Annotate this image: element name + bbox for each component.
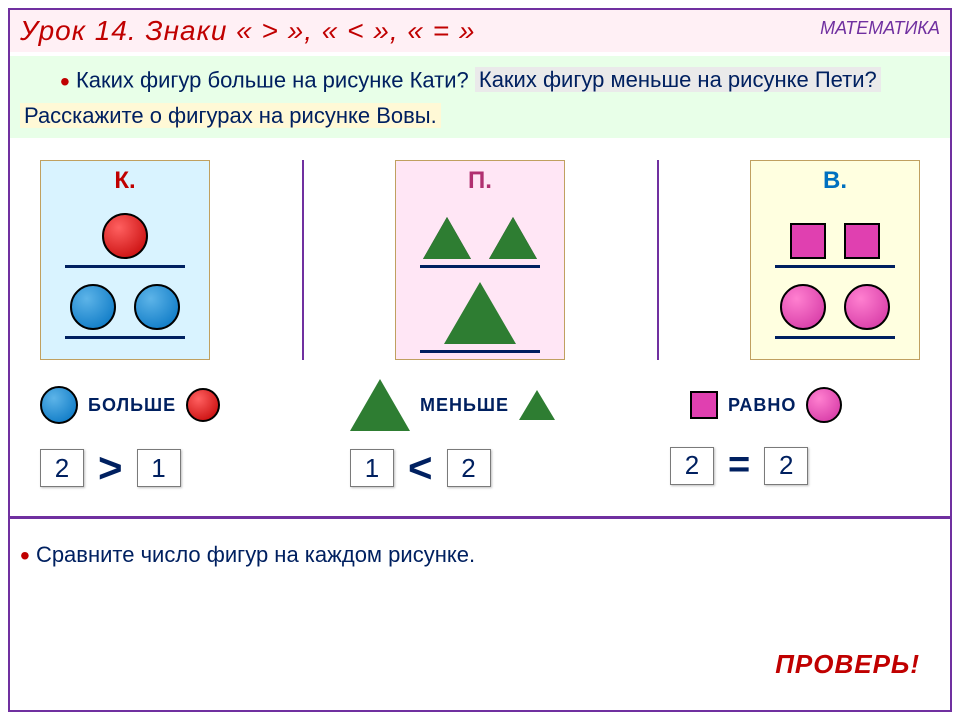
num-a: 2 xyxy=(40,449,84,487)
triangle-large xyxy=(444,282,516,344)
panel-k-top xyxy=(102,203,148,259)
equation-2: 1 < 2 xyxy=(350,444,491,492)
sign-eq: = xyxy=(728,444,750,487)
compare-instruction: • Сравните число фигур на каждом рисунке… xyxy=(20,540,475,572)
panel-v-top xyxy=(790,203,880,259)
panel-p: П. xyxy=(395,160,565,360)
divider xyxy=(775,265,895,268)
lesson-title: Урок 14. Знаки « > », « < », « = » xyxy=(10,15,475,47)
circle-pink xyxy=(844,284,890,330)
triangle-small xyxy=(489,217,537,259)
circle-blue xyxy=(70,284,116,330)
panel-v-bottom xyxy=(780,274,890,330)
sign-lt: < xyxy=(408,444,433,492)
panel-k-bottom xyxy=(70,274,180,330)
panel-v: В. xyxy=(750,160,920,360)
panels-row: К. П. В. xyxy=(40,160,920,360)
circle-blue-icon xyxy=(40,386,78,424)
question-3: Расскажите о фигурах на рисунке Вовы. xyxy=(20,103,441,128)
square-pink-icon xyxy=(690,391,718,419)
separator xyxy=(657,160,659,360)
panel-v-label: В. xyxy=(823,167,847,195)
panel-p-label: П. xyxy=(468,167,492,195)
panel-p-bottom xyxy=(444,274,516,344)
subject-label: МАТЕМАТИКА xyxy=(820,18,940,39)
triangle-small-icon xyxy=(519,390,555,420)
panel-p-top xyxy=(423,203,537,259)
divider xyxy=(65,265,185,268)
num-b: 2 xyxy=(764,447,808,485)
legend-equal-text: РАВНО xyxy=(728,395,796,416)
legend-less-text: МЕНЬШЕ xyxy=(420,395,509,416)
section-divider xyxy=(10,516,950,519)
question-1: Каких фигур больше на рисунке Кати? xyxy=(76,67,469,92)
question-bar: • Каких фигур больше на рисунке Кати? Ка… xyxy=(10,56,950,138)
bullet-icon: • xyxy=(20,540,30,571)
circle-pink-icon xyxy=(806,387,842,423)
square-pink xyxy=(790,223,826,259)
bullet-icon: • xyxy=(60,66,70,97)
compare-text: Сравните число фигур на каждом рисунке. xyxy=(36,542,475,567)
divider xyxy=(420,265,540,268)
legend-more: БОЛЬШЕ xyxy=(40,386,220,424)
legend-less: МЕНЬШЕ xyxy=(350,379,555,431)
equation-1: 2 > 1 xyxy=(40,444,181,492)
circle-red xyxy=(102,213,148,259)
legend-equal: РАВНО xyxy=(690,387,842,423)
circle-red-icon xyxy=(186,388,220,422)
num-a: 1 xyxy=(350,449,394,487)
num-b: 2 xyxy=(447,449,491,487)
circle-pink xyxy=(780,284,826,330)
check-label[interactable]: ПРОВЕРЬ! xyxy=(775,649,920,680)
num-b: 1 xyxy=(137,449,181,487)
question-2: Каких фигур меньше на рисунке Пети? xyxy=(475,67,881,92)
triangle-large-icon xyxy=(350,379,410,431)
circle-blue xyxy=(134,284,180,330)
square-pink xyxy=(844,223,880,259)
divider xyxy=(775,336,895,339)
sign-gt: > xyxy=(98,444,123,492)
divider xyxy=(420,350,540,353)
panel-k-label: К. xyxy=(114,167,135,195)
triangle-small xyxy=(423,217,471,259)
panel-k: К. xyxy=(40,160,210,360)
num-a: 2 xyxy=(670,447,714,485)
legend-more-text: БОЛЬШЕ xyxy=(88,395,176,416)
header-bar: Урок 14. Знаки « > », « < », « = » xyxy=(10,10,950,52)
separator xyxy=(302,160,304,360)
legend-row: БОЛЬШЕ МЕНЬШЕ РАВНО xyxy=(30,380,930,430)
equation-3: 2 = 2 xyxy=(670,444,808,487)
equations-row: 2 > 1 1 < 2 2 = 2 xyxy=(30,444,930,494)
divider xyxy=(65,336,185,339)
